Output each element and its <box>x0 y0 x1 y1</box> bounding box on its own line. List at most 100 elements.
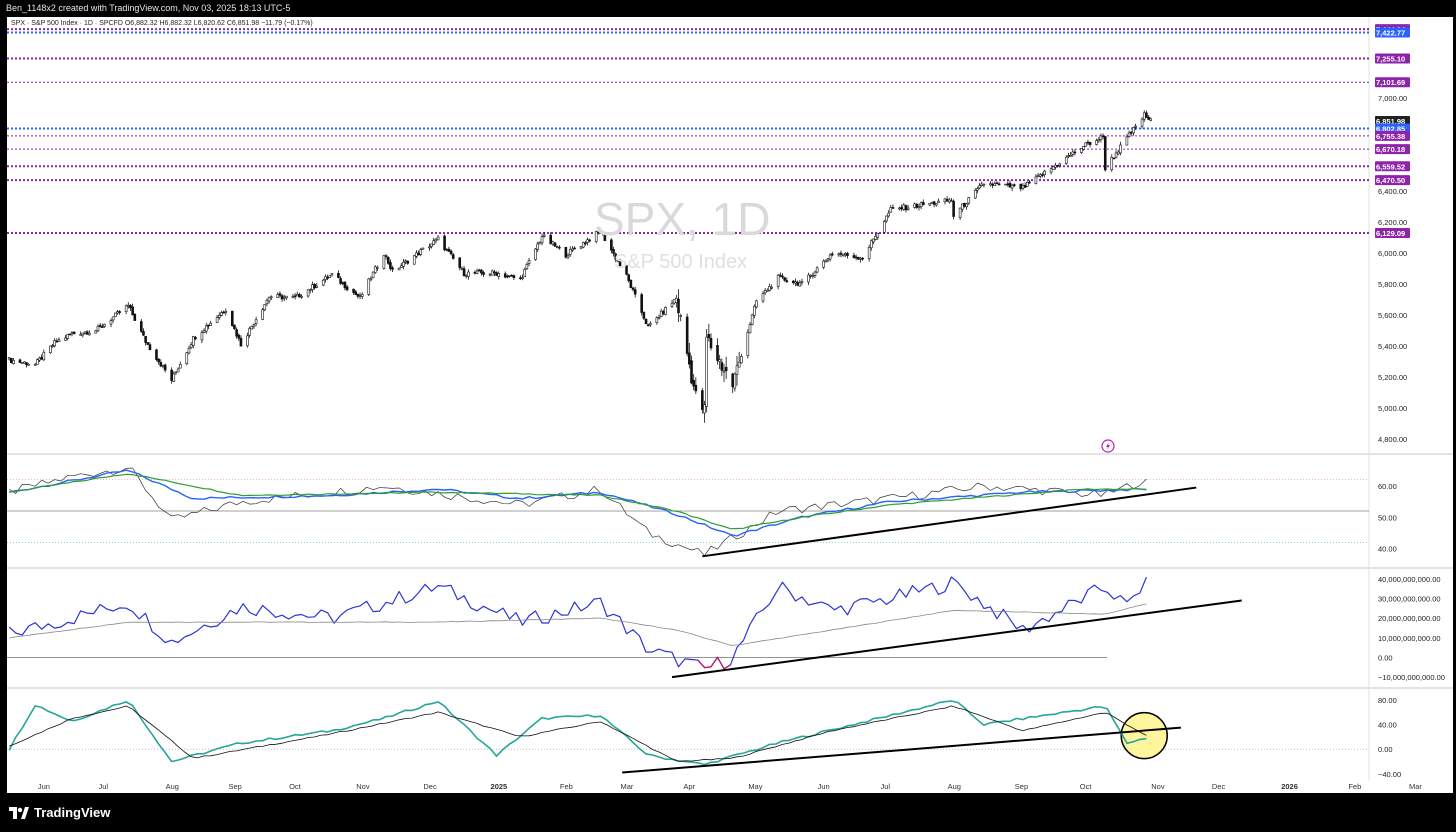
candle-body <box>709 338 713 349</box>
candle-body <box>1086 141 1090 144</box>
candle-body <box>447 248 451 252</box>
x-tick-label: Aug <box>948 782 961 791</box>
candle-body <box>746 331 750 356</box>
symbol-legend: SPX · S&P 500 Index · 1D · SPCFD O6,882.… <box>11 20 313 27</box>
candle-body <box>705 336 708 407</box>
candle-body <box>523 269 527 277</box>
candle-body <box>339 278 342 284</box>
candle-body <box>508 275 511 277</box>
tradingview-logo-icon <box>9 806 29 819</box>
highlight-circle[interactable] <box>1120 711 1168 760</box>
watermark-symbol: SPX, 1D <box>594 193 770 245</box>
candle-body <box>534 248 537 260</box>
candle-body <box>98 325 102 327</box>
candle-body <box>902 204 906 210</box>
candle-body <box>280 295 284 300</box>
candle-body <box>857 257 860 260</box>
candle-body <box>779 274 782 277</box>
candle-body <box>807 274 810 283</box>
candle-body <box>688 352 691 365</box>
vol-signal-line <box>9 603 1147 646</box>
rsi-y-tick: 40.00 <box>1378 545 1397 554</box>
momentum-trendline[interactable] <box>622 726 1181 774</box>
candle-body <box>1056 165 1059 167</box>
candle-body <box>81 332 85 336</box>
candle-body <box>458 257 462 268</box>
candle-body <box>722 370 726 373</box>
level-price-badge <box>1375 115 1410 126</box>
candle-body <box>919 202 923 208</box>
chart-canvas[interactable]: 7,444.247,422.777,255.107,101.696,851.98… <box>7 17 1453 793</box>
candle-body <box>1043 170 1046 175</box>
candle-body <box>70 332 74 335</box>
candle-body <box>230 310 234 327</box>
candle-body <box>536 243 540 250</box>
rsi-trendline[interactable] <box>702 486 1197 558</box>
candle-body <box>512 275 516 278</box>
rsi-line <box>9 467 1147 557</box>
candle-body <box>584 242 587 245</box>
candle-body <box>831 253 834 256</box>
x-tick-label: Apr <box>683 782 695 791</box>
candle-body <box>209 322 212 326</box>
level-price-label: 7,422.77 <box>1376 28 1405 37</box>
candle-body <box>733 373 737 389</box>
chart-area[interactable]: 7,444.247,422.777,255.107,101.696,851.98… <box>7 17 1453 793</box>
level-price-badge <box>1375 27 1410 38</box>
rsi-ma-blue <box>9 469 1147 537</box>
candle-body <box>246 335 249 347</box>
candle-body <box>172 373 176 382</box>
level-price-label: 6,851.98 <box>1376 117 1405 126</box>
candle-body <box>111 316 115 321</box>
candle-body <box>451 254 455 259</box>
candle-body <box>960 203 964 210</box>
lightning-icon[interactable] <box>1101 439 1115 453</box>
candle-body <box>1145 112 1148 118</box>
x-tick-label: May <box>748 782 762 791</box>
candle-body <box>300 295 303 298</box>
level-price-badge <box>1375 77 1410 88</box>
candle-body <box>724 366 728 372</box>
level-price-badge <box>1375 144 1410 155</box>
candle-body <box>573 247 576 250</box>
candle-body <box>800 281 804 283</box>
candle-body <box>356 293 360 297</box>
candle-body <box>690 360 693 384</box>
candle-body <box>369 278 373 281</box>
x-tick-label: Dec <box>1212 782 1226 791</box>
candle-body <box>841 254 845 257</box>
candle-body <box>937 200 940 203</box>
vol-trendline[interactable] <box>671 599 1242 679</box>
candle-body <box>785 280 789 283</box>
price-y-tick: 5,200.00 <box>1378 373 1407 382</box>
candle-body <box>389 262 392 269</box>
vol-negative-segment <box>697 656 731 670</box>
candle-body <box>224 311 228 313</box>
candle-body <box>748 324 752 334</box>
candle-body <box>83 331 87 334</box>
level-price-badge <box>1375 130 1410 141</box>
candle-body <box>490 270 494 276</box>
candle-body <box>248 328 251 336</box>
candle-body <box>555 246 559 248</box>
candle-body <box>885 215 888 222</box>
candle-body <box>1054 164 1057 168</box>
candle-body <box>233 324 236 329</box>
candle-body <box>330 273 334 276</box>
candle-body <box>293 295 297 298</box>
candle-body <box>525 264 529 269</box>
vol-y-tick: 0.00 <box>1378 653 1393 662</box>
candle-body <box>952 200 955 217</box>
candle-body <box>1028 181 1031 184</box>
candle-body <box>493 271 496 274</box>
candle-body <box>601 232 604 234</box>
candle-body <box>72 331 76 335</box>
candle-body <box>720 362 724 371</box>
candle-body <box>887 212 890 217</box>
tradingview-logo[interactable]: TradingView <box>9 805 110 820</box>
candle-body <box>1119 144 1122 154</box>
candle-body <box>473 271 477 274</box>
level-price-badge <box>1375 227 1410 238</box>
candle-body <box>675 297 678 303</box>
candle-body <box>25 362 28 366</box>
